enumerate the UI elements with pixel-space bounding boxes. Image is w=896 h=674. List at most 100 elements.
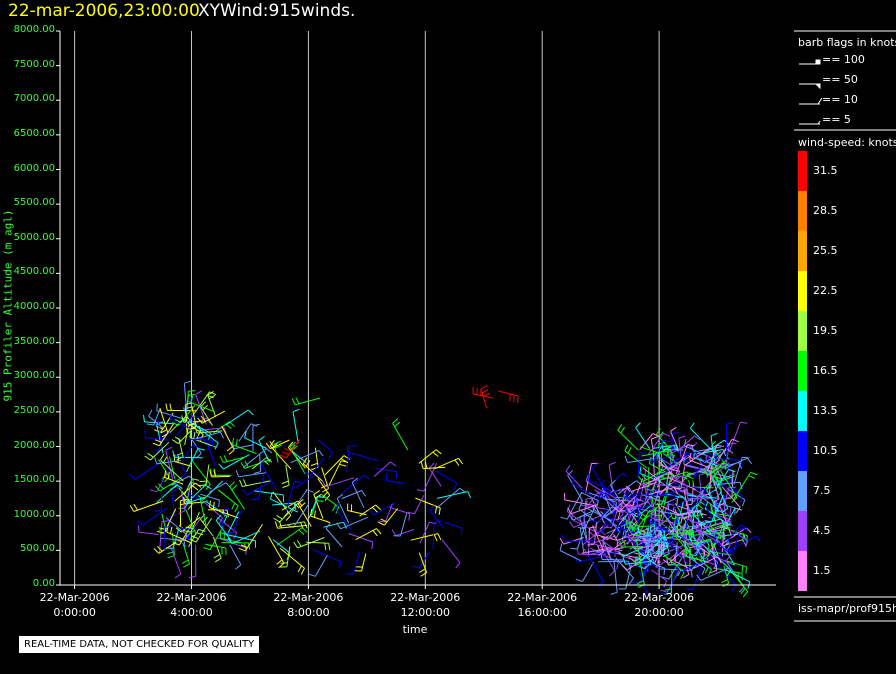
y-tick-label: 4000.00 [13,301,55,312]
wind-barb [710,538,718,574]
wind-barb [647,432,671,456]
wind-barb [598,560,631,569]
wind-barb [198,464,210,486]
x-tick-label: 22-Mar-2006 16:00:00 [507,591,578,619]
wind-barb [585,462,599,493]
wind-barb [625,481,657,493]
wind-barb [564,492,595,507]
wind-barb [608,461,616,492]
wind-barb [559,543,582,562]
y-tick-label: 1000.00 [13,508,55,520]
x-tick-label: 22-Mar-2006 0:00:00 [39,591,110,619]
wind-barb [392,418,409,451]
y-tick-label: 7500.00 [13,58,55,70]
wind-barb [633,469,647,502]
wind-barb [197,410,226,424]
wind-barb [240,458,272,469]
wind-barb [279,546,291,568]
wind-barb [616,532,645,547]
wind-barb [624,530,656,539]
wind-barb [235,470,267,478]
wind-barb [656,530,665,555]
wind-barb [144,441,170,461]
wind-barb [238,524,263,552]
wind-barb [219,531,242,544]
wind-barb [412,551,430,569]
wind-barb [163,525,172,551]
y-tick-label: 3000.00 [13,370,55,382]
wind-barb [348,533,374,550]
wind-barb [153,541,177,554]
wind-barb [169,416,192,434]
barb-legend-50: == 50 [822,73,858,86]
wind-barb [154,420,163,452]
wind-barb [154,478,163,512]
wind-barb [733,471,758,500]
wind-barb [601,487,612,517]
wind-barb [279,547,305,575]
wind-barb [662,549,685,565]
wind-barb [726,524,747,543]
wind-barb [281,465,290,489]
wind-barb [637,451,647,478]
barb-legend-title: barb flags in knots [798,36,896,49]
wind-barb [645,494,677,503]
wind-barb [146,407,161,426]
wind-barb [567,470,584,502]
wind-barb [216,516,238,540]
wind-barb [219,455,246,463]
wind-barb [169,545,182,579]
wind-barb [207,390,217,417]
wind-barb [674,508,703,516]
wind-barb [472,386,493,399]
wind-barb [251,473,265,500]
wind-barb [669,447,680,474]
wind-barb [570,523,586,550]
wind-barb [660,551,685,579]
wind-barb [144,430,169,441]
wind-barb [129,461,161,480]
wind-barb [336,493,350,524]
wind-barb [650,510,668,528]
wind-barb [615,523,631,542]
wind-barb [152,423,175,447]
wind-barb [733,456,750,485]
chart-title: XYWind:915winds. [198,1,356,21]
wind-barb [225,508,243,535]
wind-barb [159,520,169,554]
wind-barb [577,507,596,530]
wind-barb [407,495,425,515]
wind-barbs [129,380,761,598]
wind-barb [340,474,371,495]
wind-barb [244,430,267,449]
x-tick-label: 22-Mar-2006 4:00:00 [156,591,227,619]
wind-barb [129,500,164,512]
x-tick-label: 22-Mar-2006 8:00:00 [273,591,344,619]
wind-barb [346,551,360,575]
wind-barb [716,562,737,592]
wind-barb [231,442,254,450]
wind-barb [285,481,302,513]
wind-barb [385,473,405,485]
wind-barb [215,514,232,541]
wind-barb [209,469,230,478]
colorbar-label: 28.5 [813,204,838,217]
wind-barb [238,423,258,442]
wind-barb [618,546,645,558]
wind-barb [498,390,519,403]
wind-barb [727,535,761,552]
wind-barb [393,512,408,537]
wind-barb [376,467,398,479]
wind-barb [666,487,686,499]
wind-barb [292,408,300,444]
wind-barb [171,475,195,486]
wind-barb [648,486,678,495]
wind-barb [636,527,661,542]
wind-barb [702,466,712,496]
wind-barb [706,462,729,490]
wind-barb [713,473,733,485]
wind-barb [698,472,707,500]
wind-barb [418,552,428,577]
wind-barb [182,444,200,461]
barb-legend-100: == 100 [822,53,865,66]
